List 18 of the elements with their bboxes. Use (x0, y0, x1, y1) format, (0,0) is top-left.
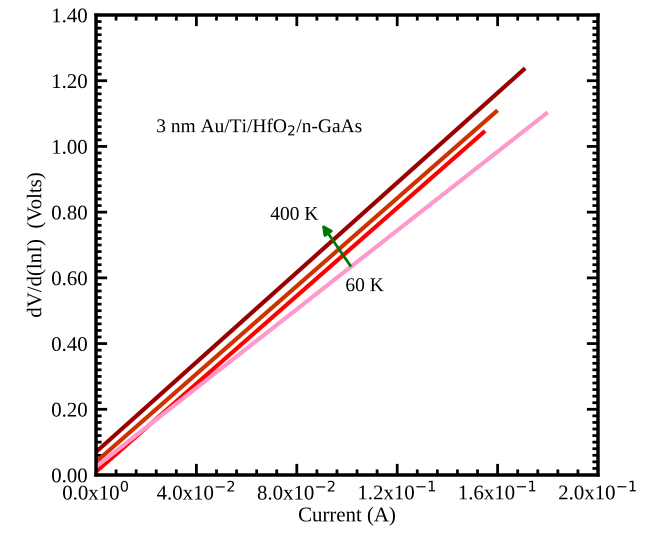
x-tick-label: 1.6x10$^{−1}$ (460, 480, 536, 500)
y-tick-label: 1.00 (53, 140, 87, 154)
x-tick-label: 2.0x10$^{−1}$ (559, 480, 636, 500)
annotation: 60 K (346, 278, 384, 292)
y-tick-label: 0.60 (52, 271, 87, 286)
y-axis-title: dV/d(lnI) (Volts) (26, 173, 46, 317)
y-tick-label: 1.20 (53, 74, 87, 88)
y-tick-label: 0.00 (52, 468, 87, 483)
annotation: 3 nm Au/Ti/HfO$_{2}$/n-GaAs (157, 118, 362, 136)
x-tick-label: 8.0x10$^{−2}$ (258, 480, 335, 500)
y-tick-label: 0.20 (52, 402, 87, 417)
y-tick-label: 0.40 (52, 336, 87, 352)
x-tick-label: 1.2x10$^{−1}$ (359, 480, 436, 500)
y-tick-label: 0.80 (52, 206, 87, 220)
x-axis-title: Current (A) (298, 506, 395, 526)
x-tick-label: 4.0x10$^{−2}$ (157, 480, 234, 500)
y-tick-label: 1.40 (53, 8, 87, 23)
annotation: 400 K (270, 206, 318, 220)
